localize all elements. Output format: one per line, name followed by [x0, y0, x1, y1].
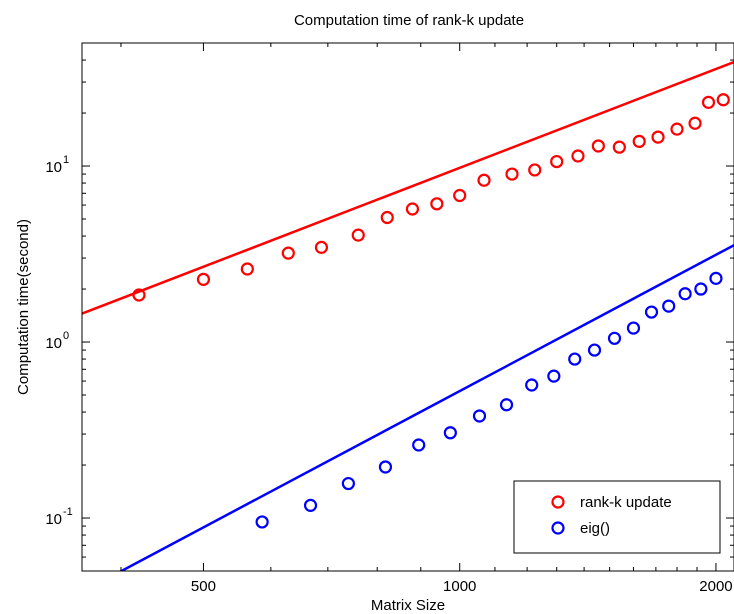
- data-point-rank-k-update: [505, 167, 519, 181]
- chart-title: Computation time of rank-k update: [294, 12, 524, 29]
- data-point-rank-k-update: [550, 154, 564, 169]
- fit-line-rank-k-update: [82, 60, 734, 315]
- legend-label-eig: eig(): [580, 520, 610, 537]
- data-point-eig: [412, 438, 426, 452]
- data-point-rank-k-update: [351, 228, 365, 242]
- legend-marker-rank-k-update: [551, 495, 565, 509]
- data-point-rank-k-update: [405, 202, 420, 216]
- data-point-rank-k-update: [591, 139, 605, 153]
- data-point-rank-k-update: [528, 163, 542, 177]
- y-axis-label: Computation time(second): [15, 219, 32, 395]
- axes: [81, 42, 734, 572]
- data-point-eig: [568, 352, 582, 366]
- data-point-eig: [662, 299, 676, 313]
- data-point-eig: [303, 498, 318, 512]
- x-axis-ticks: 500 1000 2000: [120, 43, 733, 595]
- data-point-eig: [443, 426, 457, 440]
- legend-marker-eig: [551, 521, 565, 535]
- x-tick-label: 500: [191, 578, 216, 595]
- y-tick-exponent: 0: [63, 330, 69, 342]
- axes-box: [81, 42, 734, 572]
- data-point-eig: [626, 321, 641, 335]
- data-point-rank-k-update: [453, 188, 467, 203]
- y-tick-label: 10: [45, 511, 62, 528]
- data-point-rank-k-update: [314, 240, 329, 254]
- y-tick-exponent: -1: [63, 506, 73, 518]
- data-point-rank-k-update: [632, 134, 646, 148]
- data-point-eig: [378, 460, 393, 474]
- y-tick-label: 10: [45, 335, 62, 352]
- data-point-rank-k-update: [132, 288, 146, 302]
- data-point-eig: [525, 378, 539, 392]
- x-tick-label: 2000: [699, 578, 732, 595]
- legend: rank-k update eig(): [513, 480, 721, 554]
- data-point-rank-k-update: [477, 173, 491, 187]
- data-point-rank-k-update: [430, 197, 444, 211]
- fit-lines: [82, 60, 734, 571]
- data-point-rank-k-update: [716, 93, 730, 107]
- data-point-rank-k-update: [281, 246, 295, 260]
- x-axis-label: Matrix Size: [371, 597, 445, 614]
- x-tick-label: 1000: [443, 578, 476, 595]
- data-point-rank-k-update: [651, 130, 665, 144]
- data-point-eig: [472, 409, 487, 423]
- y-tick-label: 10: [45, 159, 62, 176]
- data-point-rank-k-update: [612, 140, 626, 154]
- data-points: [132, 93, 730, 529]
- data-point-eig: [644, 305, 659, 319]
- data-point-rank-k-update: [196, 272, 211, 286]
- data-point-rank-k-update: [240, 262, 254, 276]
- data-point-rank-k-update: [701, 95, 716, 109]
- legend-box: [513, 480, 721, 554]
- data-point-eig: [678, 287, 692, 301]
- y-tick-exponent: 1: [63, 154, 69, 166]
- data-point-eig: [341, 476, 355, 491]
- data-point-rank-k-update: [380, 210, 394, 225]
- fit-line-eig: [118, 244, 734, 571]
- data-point-rank-k-update: [571, 149, 585, 163]
- data-point-rank-k-update: [670, 122, 684, 136]
- data-point-rank-k-update: [688, 116, 702, 130]
- data-point-eig: [255, 515, 269, 529]
- data-point-eig: [547, 369, 561, 383]
- data-point-eig: [587, 343, 602, 357]
- data-point-eig: [694, 282, 708, 296]
- data-point-eig: [607, 331, 622, 345]
- legend-label-rank-k-update: rank-k update: [580, 494, 672, 511]
- data-point-eig: [499, 398, 514, 412]
- data-point-eig: [709, 271, 723, 285]
